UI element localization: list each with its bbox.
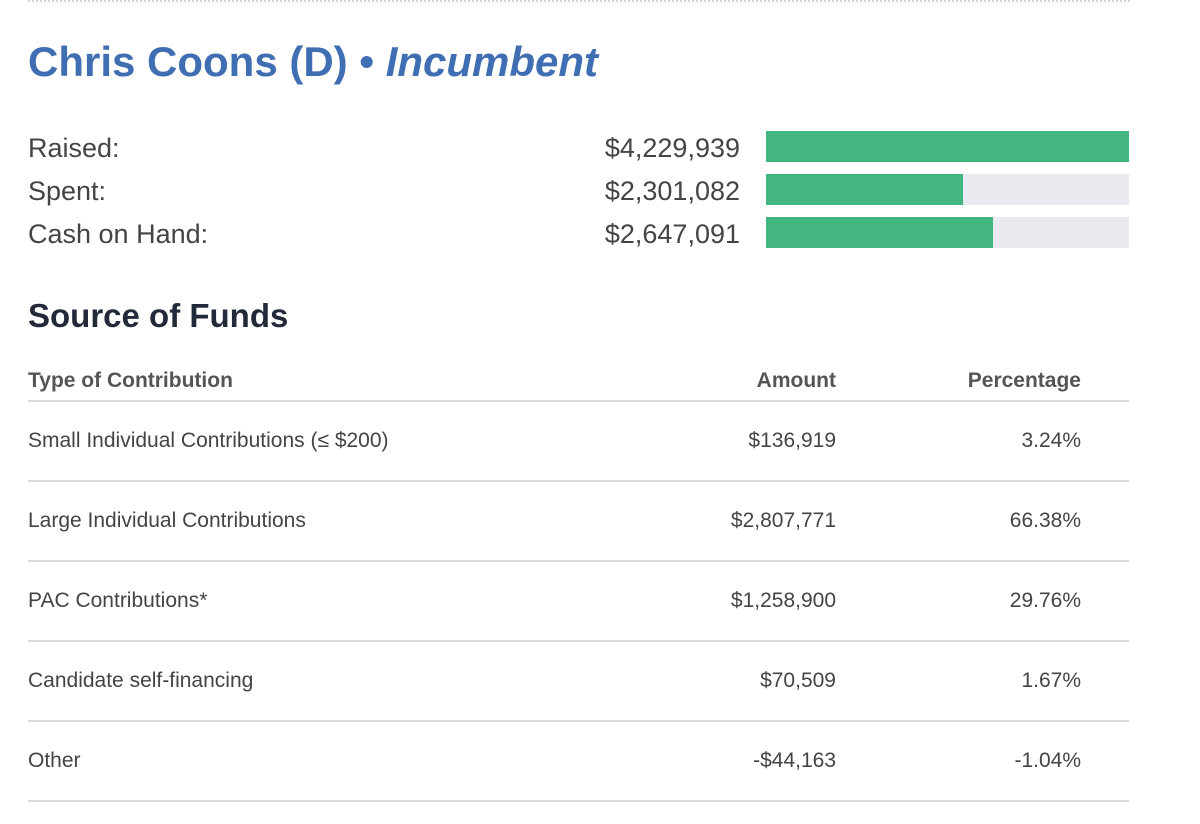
candidate-title: Chris Coons (D) • Incumbent xyxy=(28,34,598,90)
table-row: Large Individual Contributions $2,807,77… xyxy=(28,481,1129,562)
row-percentage: 29.76% xyxy=(836,561,1081,642)
top-dotted-divider xyxy=(28,0,1130,6)
row-amount: $70,509 xyxy=(588,641,836,722)
row-type: Large Individual Contributions xyxy=(28,481,588,562)
raised-value: $4,229,939 xyxy=(604,133,740,163)
row-spacer xyxy=(1081,641,1129,722)
row-percentage: 66.38% xyxy=(836,481,1081,562)
source-of-funds-title: Source of Funds xyxy=(28,297,289,334)
header-amount: Amount xyxy=(588,362,836,402)
row-spacer xyxy=(1081,561,1129,642)
row-amount: $136,919 xyxy=(588,401,836,482)
spent-bar-fill xyxy=(766,174,964,205)
cash-on-hand-bar-fill xyxy=(766,217,994,248)
incumbent-status: Incumbent xyxy=(385,38,599,85)
finance-row-raised: Raised: $4,229,939 xyxy=(28,129,1130,167)
row-spacer xyxy=(1081,401,1129,482)
header-type-of-contribution: Type of Contribution xyxy=(28,362,588,402)
row-type: Candidate self-financing xyxy=(28,641,588,722)
raised-bar-fill xyxy=(766,131,1129,162)
finance-row-cash-on-hand: Cash on Hand: $2,647,091 xyxy=(28,215,1130,253)
spent-value: $2,301,082 xyxy=(604,176,740,206)
table-row: Other -$44,163 -1.04% xyxy=(28,721,1129,802)
spent-bar xyxy=(766,174,1129,205)
header-spacer xyxy=(1081,362,1129,402)
table-header-row: Type of Contribution Amount Percentage xyxy=(28,362,1129,402)
candidate-name: Chris Coons (D) xyxy=(28,38,348,85)
row-amount: $1,258,900 xyxy=(588,561,836,642)
row-percentage: 3.24% xyxy=(836,401,1081,482)
cash-on-hand-label: Cash on Hand: xyxy=(28,219,209,249)
cash-on-hand-value: $2,647,091 xyxy=(604,219,740,249)
row-type: Small Individual Contributions (≤ $200) xyxy=(28,401,588,482)
source-of-funds-table: Type of Contribution Amount Percentage S… xyxy=(28,362,1129,802)
row-spacer xyxy=(1081,721,1129,802)
row-percentage: -1.04% xyxy=(836,721,1081,802)
cash-on-hand-bar xyxy=(766,217,1129,248)
row-spacer xyxy=(1081,481,1129,562)
row-type: PAC Contributions* xyxy=(28,561,588,642)
row-amount: -$44,163 xyxy=(588,721,836,802)
raised-bar xyxy=(766,131,1129,162)
table-row: PAC Contributions* $1,258,900 29.76% xyxy=(28,561,1129,642)
row-type: Other xyxy=(28,721,588,802)
title-separator: • xyxy=(347,38,386,85)
row-amount: $2,807,771 xyxy=(588,481,836,562)
raised-label: Raised: xyxy=(28,133,120,163)
table-row: Candidate self-financing $70,509 1.67% xyxy=(28,641,1129,722)
table-row: Small Individual Contributions (≤ $200) … xyxy=(28,401,1129,482)
finance-row-spent: Spent: $2,301,082 xyxy=(28,172,1130,210)
spent-label: Spent: xyxy=(28,176,107,206)
row-percentage: 1.67% xyxy=(836,641,1081,722)
header-percentage: Percentage xyxy=(836,362,1081,402)
